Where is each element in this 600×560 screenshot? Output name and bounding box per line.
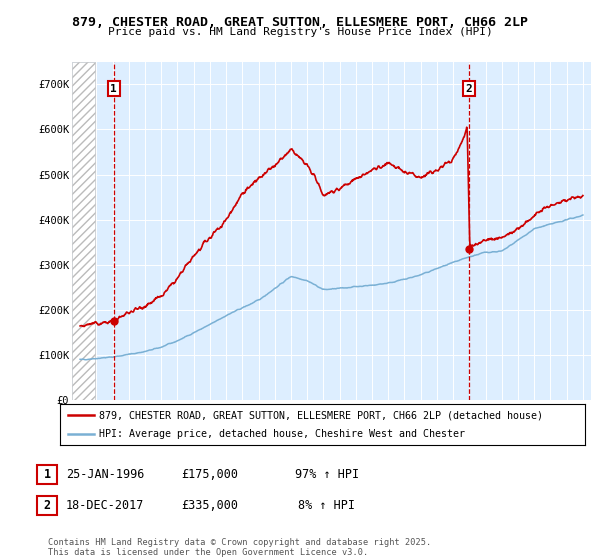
- Text: 18-DEC-2017: 18-DEC-2017: [66, 498, 144, 512]
- Text: 879, CHESTER ROAD, GREAT SUTTON, ELLESMERE PORT, CH66 2LP: 879, CHESTER ROAD, GREAT SUTTON, ELLESME…: [72, 16, 528, 29]
- Text: 97% ↑ HPI: 97% ↑ HPI: [295, 468, 359, 482]
- Text: Price paid vs. HM Land Registry's House Price Index (HPI): Price paid vs. HM Land Registry's House …: [107, 27, 493, 38]
- Text: 1: 1: [44, 468, 50, 482]
- Text: Contains HM Land Registry data © Crown copyright and database right 2025.
This d: Contains HM Land Registry data © Crown c…: [48, 538, 431, 557]
- Text: 25-JAN-1996: 25-JAN-1996: [66, 468, 144, 482]
- Text: 2: 2: [466, 83, 472, 94]
- Text: 879, CHESTER ROAD, GREAT SUTTON, ELLESMERE PORT, CH66 2LP (detached house): 879, CHESTER ROAD, GREAT SUTTON, ELLESME…: [100, 410, 544, 421]
- Text: 8% ↑ HPI: 8% ↑ HPI: [299, 498, 355, 512]
- Text: 2: 2: [44, 498, 50, 512]
- Text: HPI: Average price, detached house, Cheshire West and Chester: HPI: Average price, detached house, Ches…: [100, 429, 466, 439]
- Text: £335,000: £335,000: [182, 498, 239, 512]
- Text: £175,000: £175,000: [182, 468, 239, 482]
- Text: 1: 1: [110, 83, 117, 94]
